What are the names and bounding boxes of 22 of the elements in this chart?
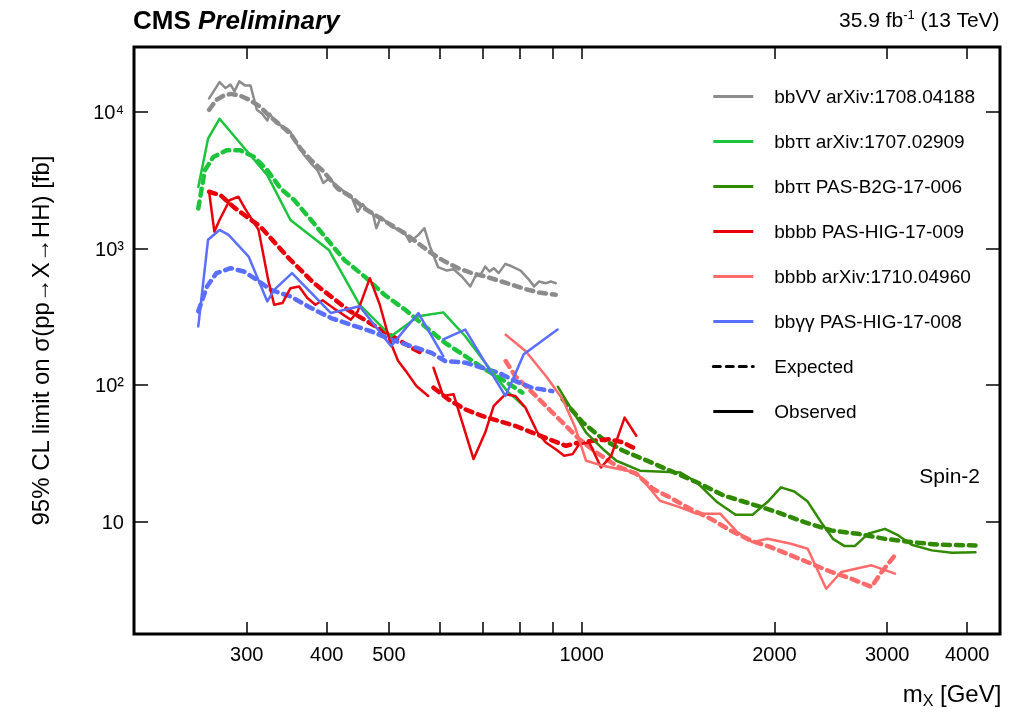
legend-label: Expected — [774, 356, 854, 377]
x-tick-label: 3000 — [864, 643, 910, 665]
legend-label: bbbb PAS-HIG-17-009 — [774, 221, 965, 242]
legend-label: bbbb arXiv:1710.04960 — [774, 266, 971, 287]
x-tick-label: 4000 — [944, 643, 990, 665]
x-tick-label: 500 — [372, 643, 406, 665]
legend-label: bbττ arXiv:1707.02909 — [774, 131, 965, 152]
y-tick-label: 10 — [101, 510, 124, 533]
y-tick-label: 10³ — [95, 237, 125, 260]
legend-label: bbVV arXiv:1708.04188 — [774, 86, 976, 107]
x-tick-label: 1000 — [559, 643, 604, 665]
y-tick-label: 10⁴ — [93, 101, 124, 124]
legend-label: bbγγ PAS-HIG-17-008 — [774, 311, 962, 332]
y-axis-title: 95% CL limit on σ(pp→X→HH) [fb] — [26, 155, 54, 526]
legend-label: bbττ PAS-B2G-17-006 — [774, 176, 963, 197]
annotation: Spin-2 — [919, 464, 980, 487]
x-tick-label: 300 — [230, 643, 264, 665]
legend-label: Observed — [774, 401, 857, 422]
y-tick-label: 10² — [95, 374, 125, 397]
x-tick-label: 2000 — [752, 643, 797, 665]
x-tick-label: 400 — [310, 643, 344, 665]
chart-title: CMS Preliminary — [133, 5, 342, 35]
